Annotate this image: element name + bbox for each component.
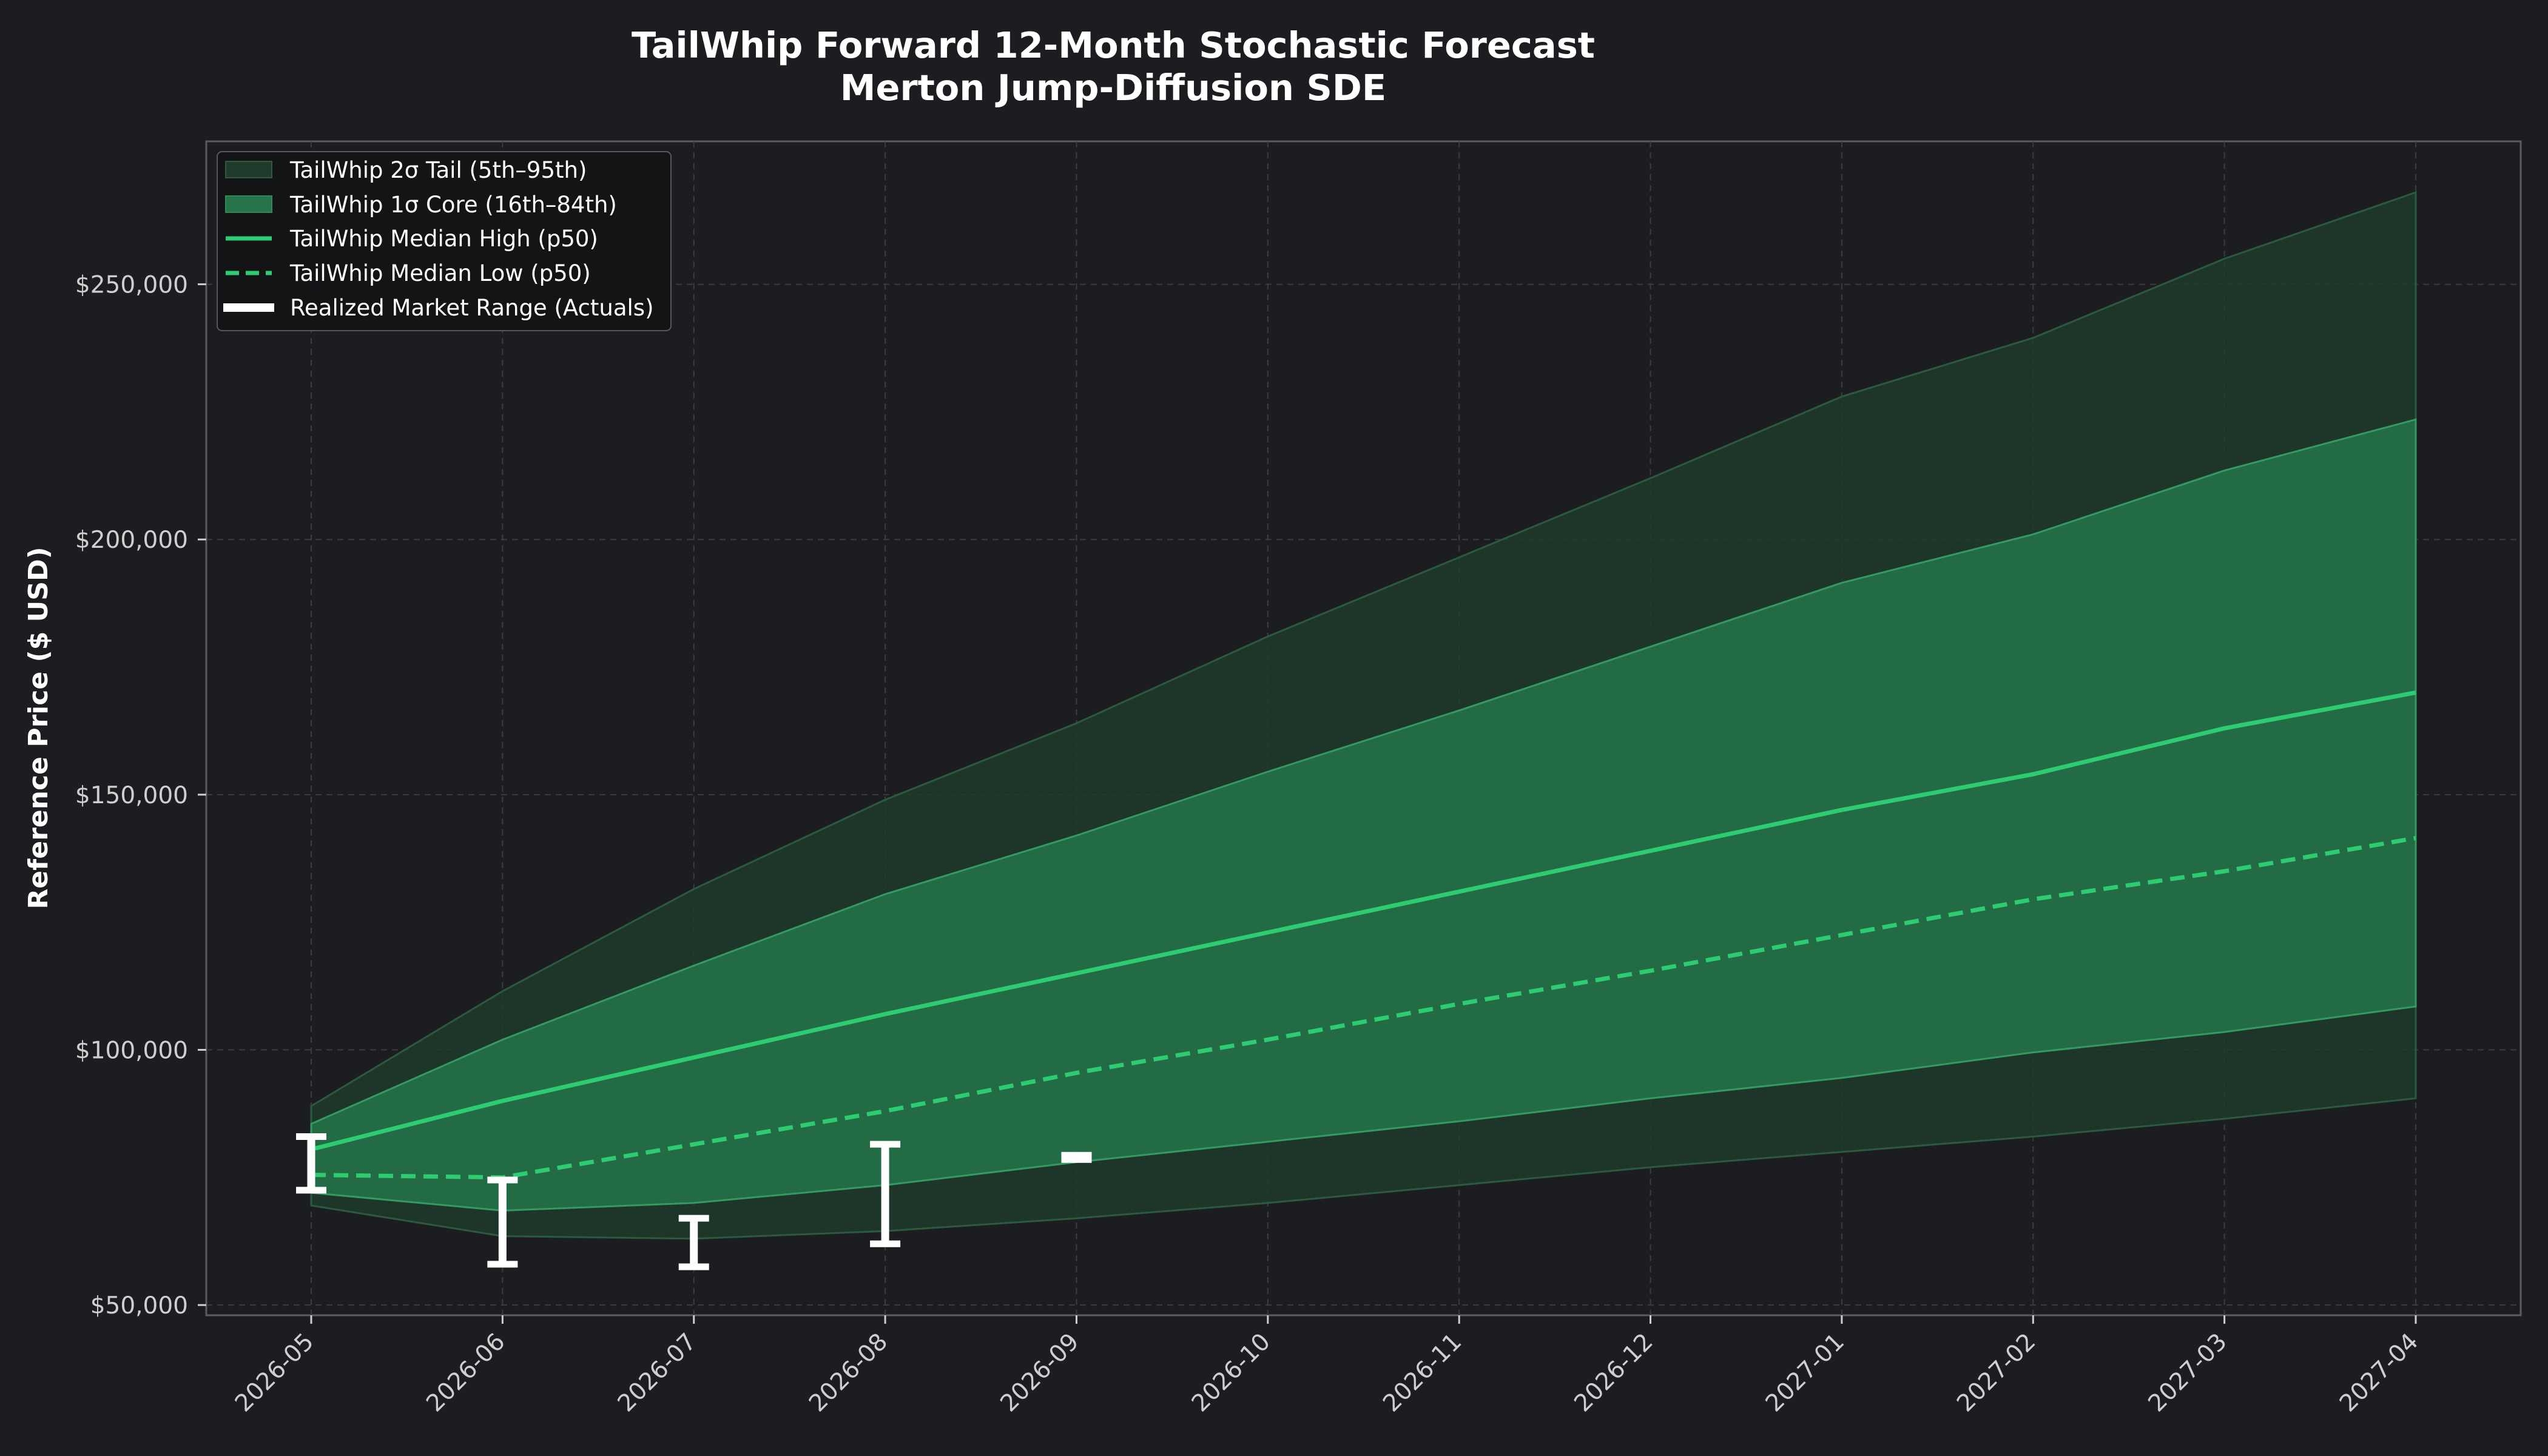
y-axis-ticks: $50,000 $100,000 $150,000 $200,000 $250,000	[75, 272, 206, 1320]
median-lines	[311, 690, 2416, 1180]
legend-label-tail: TailWhip 2σ Tail (5th–95th)	[289, 157, 587, 183]
x-tick-label-0: 2026-05	[230, 1328, 319, 1417]
y-tick-label-3: $200,000	[75, 527, 188, 554]
x-tick-label-11: 2027-04	[2334, 1328, 2424, 1417]
chart-subtitle: Merton Jump-Diffusion SDE	[840, 67, 1386, 109]
x-tick-label-6: 2026-11	[1378, 1328, 1467, 1417]
legend-label-median-low: TailWhip Median Low (p50)	[289, 260, 591, 286]
y-axis-label: Reference Price ($ USD)	[23, 547, 54, 909]
series-line-1	[311, 835, 2416, 1180]
series-line-0	[311, 690, 2416, 1151]
actuals-range-bars	[296, 1133, 1092, 1270]
x-axis-ticks: 2026-05 2026-06 2026-07 2026-08 2026-09 2026-…	[230, 1315, 2424, 1417]
x-tick-label-10: 2027-03	[2143, 1328, 2233, 1417]
x-tick-label-8: 2027-01	[1761, 1328, 1850, 1417]
chart-title: TailWhip Forward 12-Month Stochastic For…	[632, 24, 1595, 66]
x-tick-label-3: 2026-08	[804, 1328, 893, 1417]
legend-swatch-tail	[225, 161, 272, 178]
x-tick-label-5: 2026-10	[1187, 1328, 1276, 1417]
legend-label-core: TailWhip 1σ Core (16th–84th)	[289, 192, 617, 218]
y-tick-label-1: $100,000	[75, 1037, 188, 1065]
legend-swatch-core	[225, 195, 272, 213]
y-tick-label-4: $250,000	[75, 272, 188, 299]
y-tick-label-0: $50,000	[90, 1292, 188, 1320]
legend-label-median-high: TailWhip Median High (p50)	[289, 226, 598, 252]
legend: TailWhip 2σ Tail (5th–95th) TailWhip 1σ …	[217, 151, 672, 331]
legend-label-actuals: Realized Market Range (Actuals)	[290, 295, 654, 321]
x-tick-label-7: 2026-12	[1569, 1328, 1659, 1417]
x-tick-label-9: 2027-02	[1952, 1328, 2041, 1417]
x-tick-label-4: 2026-09	[995, 1328, 1084, 1417]
x-tick-label-2: 2026-07	[613, 1328, 702, 1417]
x-tick-label-1: 2026-06	[421, 1328, 510, 1417]
legend-box	[217, 151, 672, 331]
uncertainty-bands	[310, 190, 2417, 1240]
y-tick-label-2: $150,000	[75, 782, 188, 809]
actuals-bar-4	[1061, 1151, 1092, 1163]
